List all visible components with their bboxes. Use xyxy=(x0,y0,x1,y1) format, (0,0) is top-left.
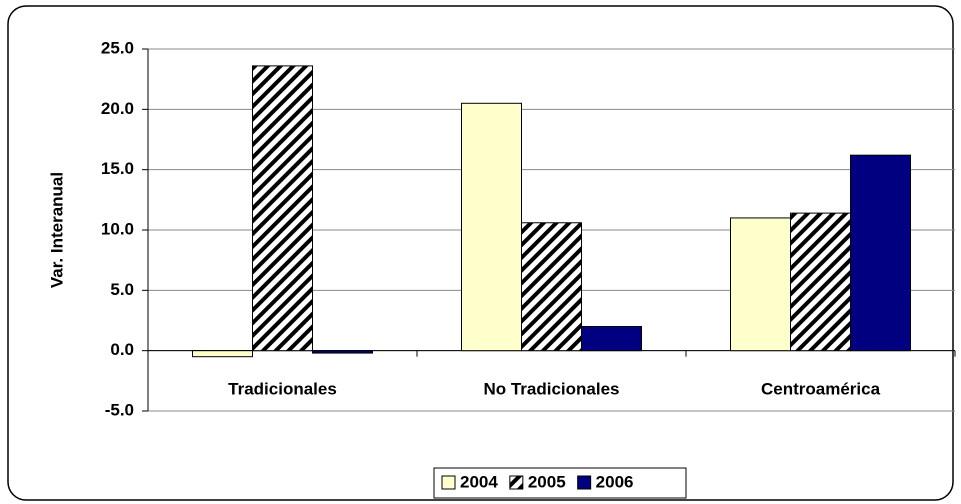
y-tick-label: 10.0 xyxy=(101,219,134,238)
bar xyxy=(461,102,522,352)
bar xyxy=(790,212,851,352)
legend-swatch xyxy=(509,475,524,490)
x-tick-label: Tradicionales xyxy=(228,379,337,398)
legend-label: 2004 xyxy=(460,472,498,491)
bar xyxy=(581,326,642,352)
bar xyxy=(521,222,582,352)
y-tick-label: 0.0 xyxy=(110,340,134,359)
x-tick-label: Centroamérica xyxy=(761,379,881,398)
y-tick-label: 5.0 xyxy=(110,280,134,299)
legend-label: 2006 xyxy=(596,472,634,491)
y-tick-label: 25.0 xyxy=(101,38,134,57)
legend-swatch xyxy=(441,475,456,490)
bar xyxy=(730,217,791,352)
bar xyxy=(192,350,253,358)
y-axis-label: Var. Interanual xyxy=(47,172,66,288)
x-tick-label: No Tradicionales xyxy=(483,379,619,398)
legend-swatch xyxy=(577,475,592,490)
y-tick-label: 15.0 xyxy=(101,159,134,178)
legend-label: 2005 xyxy=(528,472,566,491)
bar xyxy=(850,154,911,352)
legend-box xyxy=(433,467,687,499)
y-tick-label: -5.0 xyxy=(105,400,134,419)
bar xyxy=(252,65,313,352)
bar xyxy=(312,350,373,354)
y-tick-label: 20.0 xyxy=(101,99,134,118)
